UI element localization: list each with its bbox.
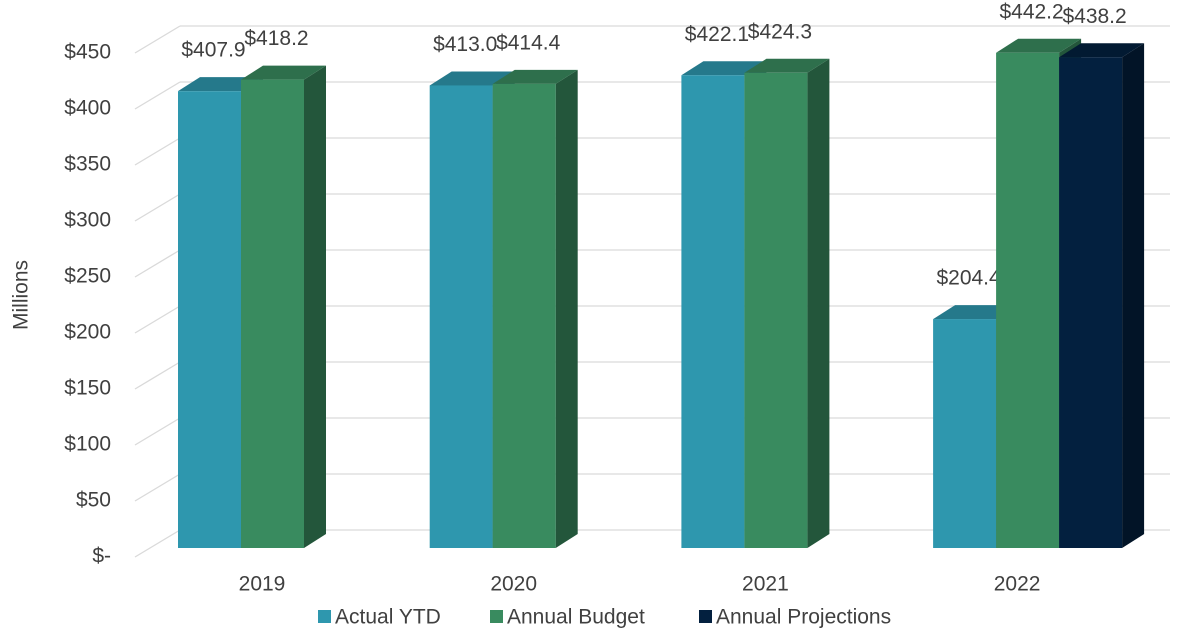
bar-top	[241, 65, 326, 80]
bar	[933, 319, 997, 548]
data-label: $407.9	[181, 39, 245, 62]
bar-top	[429, 71, 515, 86]
bar	[681, 75, 745, 549]
grid-diagonal	[134, 305, 181, 334]
y-tick-label: $-	[92, 545, 111, 568]
bar-side	[304, 65, 326, 548]
x-tick-label: 2021	[742, 573, 789, 596]
y-tick-label: $200	[64, 321, 111, 344]
y-tick-label: $250	[64, 265, 111, 288]
bar-top	[1059, 43, 1145, 58]
bar	[996, 52, 1060, 549]
grid-diagonal	[134, 193, 181, 222]
x-tick-label: 2019	[239, 573, 286, 596]
grid-diagonal	[134, 473, 181, 502]
grid-diagonal	[134, 417, 181, 446]
y-tick-label: $350	[64, 153, 111, 176]
legend-label: Annual Projections	[716, 606, 891, 629]
grid-diagonal	[134, 25, 181, 54]
data-label: $413.0	[433, 33, 497, 56]
data-label: $204.4	[936, 267, 1001, 290]
legend-swatch	[490, 610, 503, 623]
x-tick-label: 2020	[490, 573, 537, 596]
y-tick-label: $50	[76, 489, 111, 512]
y-tick-label: $400	[64, 97, 111, 120]
grid-diagonal	[134, 529, 181, 558]
bar-side	[555, 69, 578, 548]
bar	[178, 91, 241, 548]
data-label: $438.2	[1062, 5, 1126, 28]
legend-label: Annual Budget	[507, 606, 645, 629]
grid-diagonal	[134, 137, 181, 166]
x-tick-label: 2022	[994, 573, 1041, 596]
bar-side	[807, 58, 830, 549]
bar	[492, 83, 556, 548]
data-label: $442.2	[999, 0, 1063, 23]
y-tick-label: $100	[64, 433, 111, 456]
data-label: $422.1	[685, 23, 749, 46]
bar-top	[492, 69, 578, 84]
data-label: $424.3	[748, 20, 812, 43]
legend-swatch	[699, 610, 712, 623]
grid-diagonal	[134, 249, 181, 278]
grid-diagonal	[134, 361, 181, 390]
bar	[241, 79, 304, 548]
y-axis-label: Millions	[10, 260, 33, 330]
bar	[429, 85, 493, 548]
grid-diagonal	[134, 81, 181, 110]
data-label: $418.2	[244, 27, 308, 50]
y-tick-label: $450	[64, 41, 111, 64]
bar-top	[744, 58, 830, 73]
y-tick-label: $300	[64, 209, 111, 232]
bar-top	[996, 38, 1082, 53]
data-label: $414.4	[496, 31, 561, 54]
legend-swatch	[318, 610, 331, 623]
legend-label: Actual YTD	[335, 606, 441, 629]
bar-top	[681, 61, 767, 76]
y-tick-label: $150	[64, 377, 111, 400]
bar	[744, 72, 808, 548]
bar	[1059, 57, 1123, 548]
bar-side	[1122, 43, 1145, 548]
